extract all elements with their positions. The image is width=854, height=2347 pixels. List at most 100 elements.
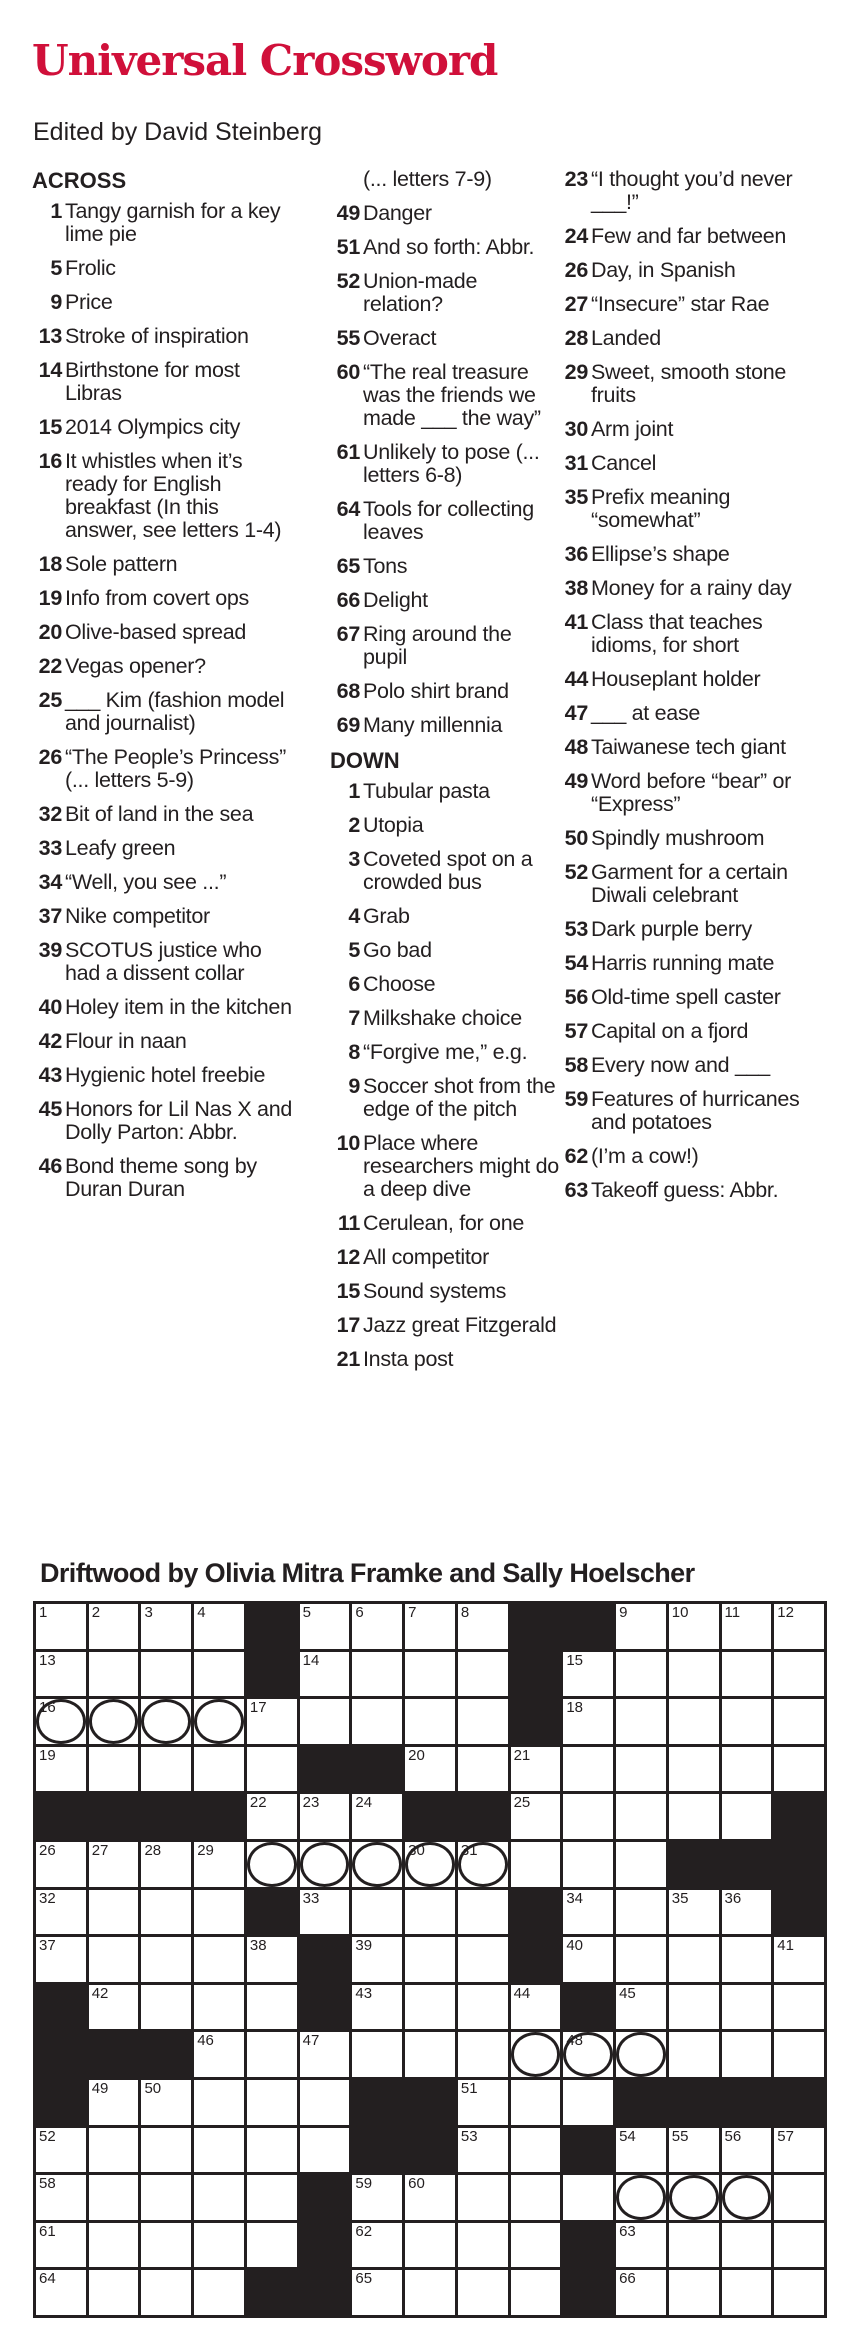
grid-cell[interactable] xyxy=(774,2270,824,2315)
grid-cell[interactable]: 23 xyxy=(299,1794,350,1839)
grid-cell[interactable]: 29 xyxy=(194,1841,244,1887)
grid-cell[interactable] xyxy=(721,2222,772,2268)
grid-cell[interactable] xyxy=(457,1746,508,1792)
grid-cell[interactable] xyxy=(88,1651,139,1697)
grid-cell[interactable]: 39 xyxy=(352,1937,403,1982)
grid-cell[interactable]: 19 xyxy=(36,1746,86,1792)
grid-cell[interactable]: 53 xyxy=(457,2127,508,2173)
grid-cell[interactable] xyxy=(721,2175,772,2220)
grid-cell[interactable]: 25 xyxy=(510,1794,561,1839)
grid-cell[interactable] xyxy=(721,1699,772,1744)
grid-cell[interactable] xyxy=(246,1746,297,1792)
grid-cell[interactable] xyxy=(194,2175,244,2220)
grid-cell[interactable] xyxy=(405,2222,455,2268)
grid-cell[interactable]: 46 xyxy=(194,2032,244,2077)
grid-cell[interactable] xyxy=(721,1651,772,1697)
grid-cell[interactable]: 20 xyxy=(405,1746,455,1792)
grid-cell[interactable] xyxy=(510,2175,561,2220)
grid-cell[interactable] xyxy=(141,1984,192,2030)
grid-cell[interactable] xyxy=(457,1937,508,1982)
grid-cell[interactable]: 57 xyxy=(774,2127,824,2173)
grid-cell[interactable] xyxy=(352,1651,403,1697)
grid-cell[interactable]: 14 xyxy=(299,1651,350,1697)
grid-cell[interactable]: 12 xyxy=(774,1604,824,1649)
grid-cell[interactable]: 18 xyxy=(563,1699,614,1744)
grid-cell[interactable]: 11 xyxy=(721,1604,772,1649)
grid-cell[interactable] xyxy=(246,2127,297,2173)
grid-cell[interactable] xyxy=(668,2222,719,2268)
grid-cell[interactable]: 50 xyxy=(141,2079,192,2125)
grid-cell[interactable] xyxy=(88,1889,139,1935)
grid-cell[interactable]: 44 xyxy=(510,1984,561,2030)
grid-cell[interactable] xyxy=(246,1984,297,2030)
grid-cell[interactable]: 22 xyxy=(246,1794,297,1839)
grid-cell[interactable] xyxy=(194,1746,244,1792)
grid-cell[interactable] xyxy=(88,1699,139,1744)
grid-cell[interactable] xyxy=(668,2032,719,2077)
grid-cell[interactable] xyxy=(457,1889,508,1935)
grid-cell[interactable]: 31 xyxy=(457,1841,508,1887)
grid-cell[interactable] xyxy=(774,2032,824,2077)
grid-cell[interactable] xyxy=(774,2175,824,2220)
grid-cell[interactable]: 32 xyxy=(36,1889,86,1935)
grid-cell[interactable] xyxy=(194,2079,244,2125)
grid-cell[interactable]: 51 xyxy=(457,2079,508,2125)
grid-cell[interactable]: 26 xyxy=(36,1841,86,1887)
grid-cell[interactable] xyxy=(299,1841,350,1887)
grid-cell[interactable] xyxy=(246,2175,297,2220)
grid-cell[interactable] xyxy=(563,1794,614,1839)
grid-cell[interactable] xyxy=(774,2222,824,2268)
grid-cell[interactable] xyxy=(405,1651,455,1697)
grid-cell[interactable] xyxy=(668,2175,719,2220)
grid-cell[interactable] xyxy=(194,2222,244,2268)
grid-cell[interactable]: 33 xyxy=(299,1889,350,1935)
grid-cell[interactable]: 38 xyxy=(246,1937,297,1982)
grid-cell[interactable] xyxy=(141,1937,192,1982)
grid-cell[interactable] xyxy=(352,1699,403,1744)
grid-cell[interactable] xyxy=(774,1746,824,1792)
grid-cell[interactable] xyxy=(668,2270,719,2315)
grid-cell[interactable] xyxy=(194,2127,244,2173)
grid-cell[interactable] xyxy=(88,2175,139,2220)
grid-cell[interactable]: 4 xyxy=(194,1604,244,1649)
grid-cell[interactable] xyxy=(563,2175,614,2220)
grid-cell[interactable] xyxy=(246,2032,297,2077)
grid-cell[interactable] xyxy=(194,1651,244,1697)
grid-cell[interactable] xyxy=(299,1699,350,1744)
grid-cell[interactable] xyxy=(616,1746,666,1792)
grid-cell[interactable]: 49 xyxy=(88,2079,139,2125)
grid-cell[interactable] xyxy=(510,2127,561,2173)
grid-cell[interactable] xyxy=(457,2222,508,2268)
grid-cell[interactable] xyxy=(88,2222,139,2268)
grid-cell[interactable] xyxy=(668,1746,719,1792)
grid-cell[interactable] xyxy=(563,1841,614,1887)
grid-cell[interactable]: 1 xyxy=(36,1604,86,1649)
grid-cell[interactable] xyxy=(668,1984,719,2030)
grid-cell[interactable] xyxy=(721,1984,772,2030)
grid-cell[interactable] xyxy=(774,1984,824,2030)
grid-cell[interactable]: 55 xyxy=(668,2127,719,2173)
grid-cell[interactable]: 16 xyxy=(36,1699,86,1744)
grid-cell[interactable] xyxy=(563,1746,614,1792)
grid-cell[interactable]: 43 xyxy=(352,1984,403,2030)
grid-cell[interactable] xyxy=(405,1699,455,1744)
grid-cell[interactable] xyxy=(668,1794,719,1839)
grid-cell[interactable] xyxy=(457,2270,508,2315)
grid-cell[interactable] xyxy=(457,1651,508,1697)
grid-cell[interactable] xyxy=(88,2270,139,2315)
grid-cell[interactable] xyxy=(774,1699,824,1744)
grid-cell[interactable] xyxy=(616,2175,666,2220)
grid-cell[interactable]: 54 xyxy=(616,2127,666,2173)
grid-cell[interactable] xyxy=(194,1937,244,1982)
grid-cell[interactable] xyxy=(721,1794,772,1839)
grid-cell[interactable] xyxy=(405,2270,455,2315)
grid-cell[interactable]: 60 xyxy=(405,2175,455,2220)
grid-cell[interactable] xyxy=(141,2222,192,2268)
grid-cell[interactable]: 5 xyxy=(299,1604,350,1649)
grid-cell[interactable] xyxy=(457,1984,508,2030)
grid-cell[interactable] xyxy=(510,2270,561,2315)
grid-cell[interactable] xyxy=(510,2079,561,2125)
grid-cell[interactable]: 66 xyxy=(616,2270,666,2315)
grid-cell[interactable] xyxy=(141,2127,192,2173)
grid-cell[interactable] xyxy=(721,1746,772,1792)
